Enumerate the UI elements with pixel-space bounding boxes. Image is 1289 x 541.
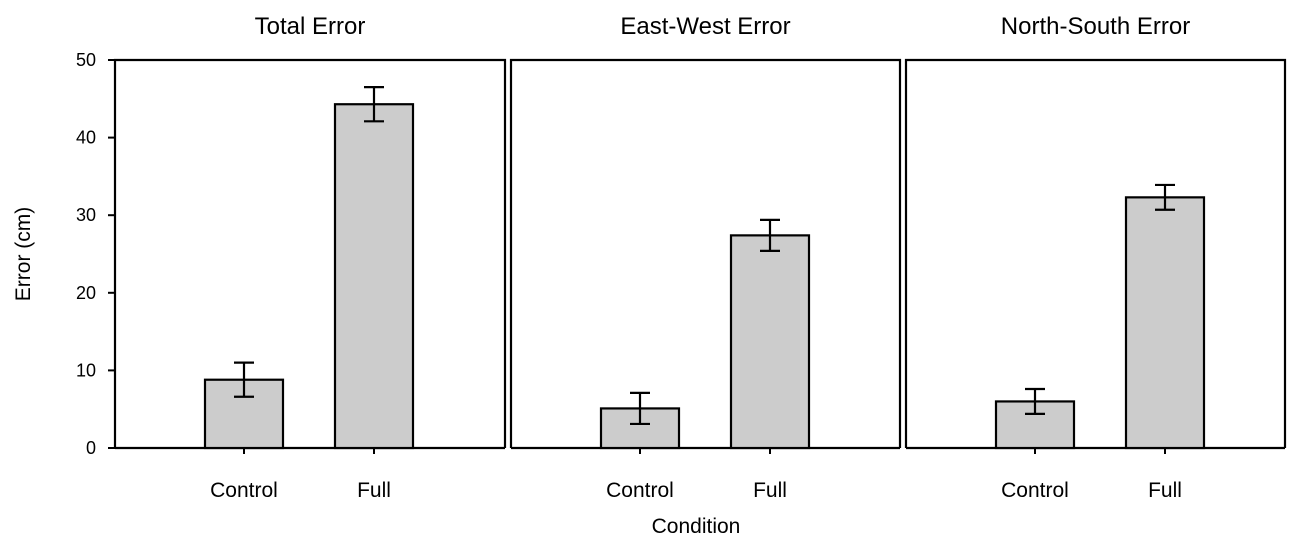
y-tick-label: 0: [86, 438, 96, 458]
y-tick-label: 40: [76, 128, 96, 148]
bar: [333, 103, 415, 450]
chart-panel: Total Error Control Full: [113, 13, 507, 502]
y-tick-label: 30: [76, 205, 96, 225]
x-tick-label: Control: [606, 479, 674, 502]
chart-panels: Total Error Control Full East-West Error Con…: [113, 13, 1287, 502]
error-bar: [630, 391, 650, 426]
error-bar: [760, 218, 780, 252]
chart-panel: East-West Error Control Full: [509, 13, 902, 502]
x-tick-label: Control: [1001, 479, 1069, 502]
panel-frame: [509, 58, 902, 448]
panel-title: East-West Error: [620, 13, 790, 40]
x-tick-label: Full: [753, 479, 787, 502]
x-tick-label: Control: [210, 479, 278, 502]
y-tick-label: 10: [76, 360, 96, 380]
bar: [1124, 196, 1206, 450]
y-axis: 0 10 20 30 40 50: [76, 50, 115, 458]
x-axis-title: Condition: [652, 515, 741, 538]
bar: [729, 234, 811, 450]
x-tick-label: Full: [1148, 479, 1182, 502]
panel-frame: [904, 58, 1287, 448]
panel-title: Total Error: [255, 13, 366, 40]
error-bar: [1025, 387, 1045, 415]
panel-frame: [113, 58, 507, 448]
panel-title: North-South Error: [1001, 13, 1190, 40]
y-axis-title: Error (cm): [12, 207, 35, 301]
chart-panel: North-South Error Control Full: [904, 13, 1287, 502]
y-tick-label: 20: [76, 283, 96, 303]
error-bar: [364, 86, 384, 123]
x-tick-label: Full: [357, 479, 391, 502]
error-bar: [1155, 183, 1175, 211]
y-tick-label: 50: [76, 50, 96, 70]
error-bar: [234, 361, 254, 398]
